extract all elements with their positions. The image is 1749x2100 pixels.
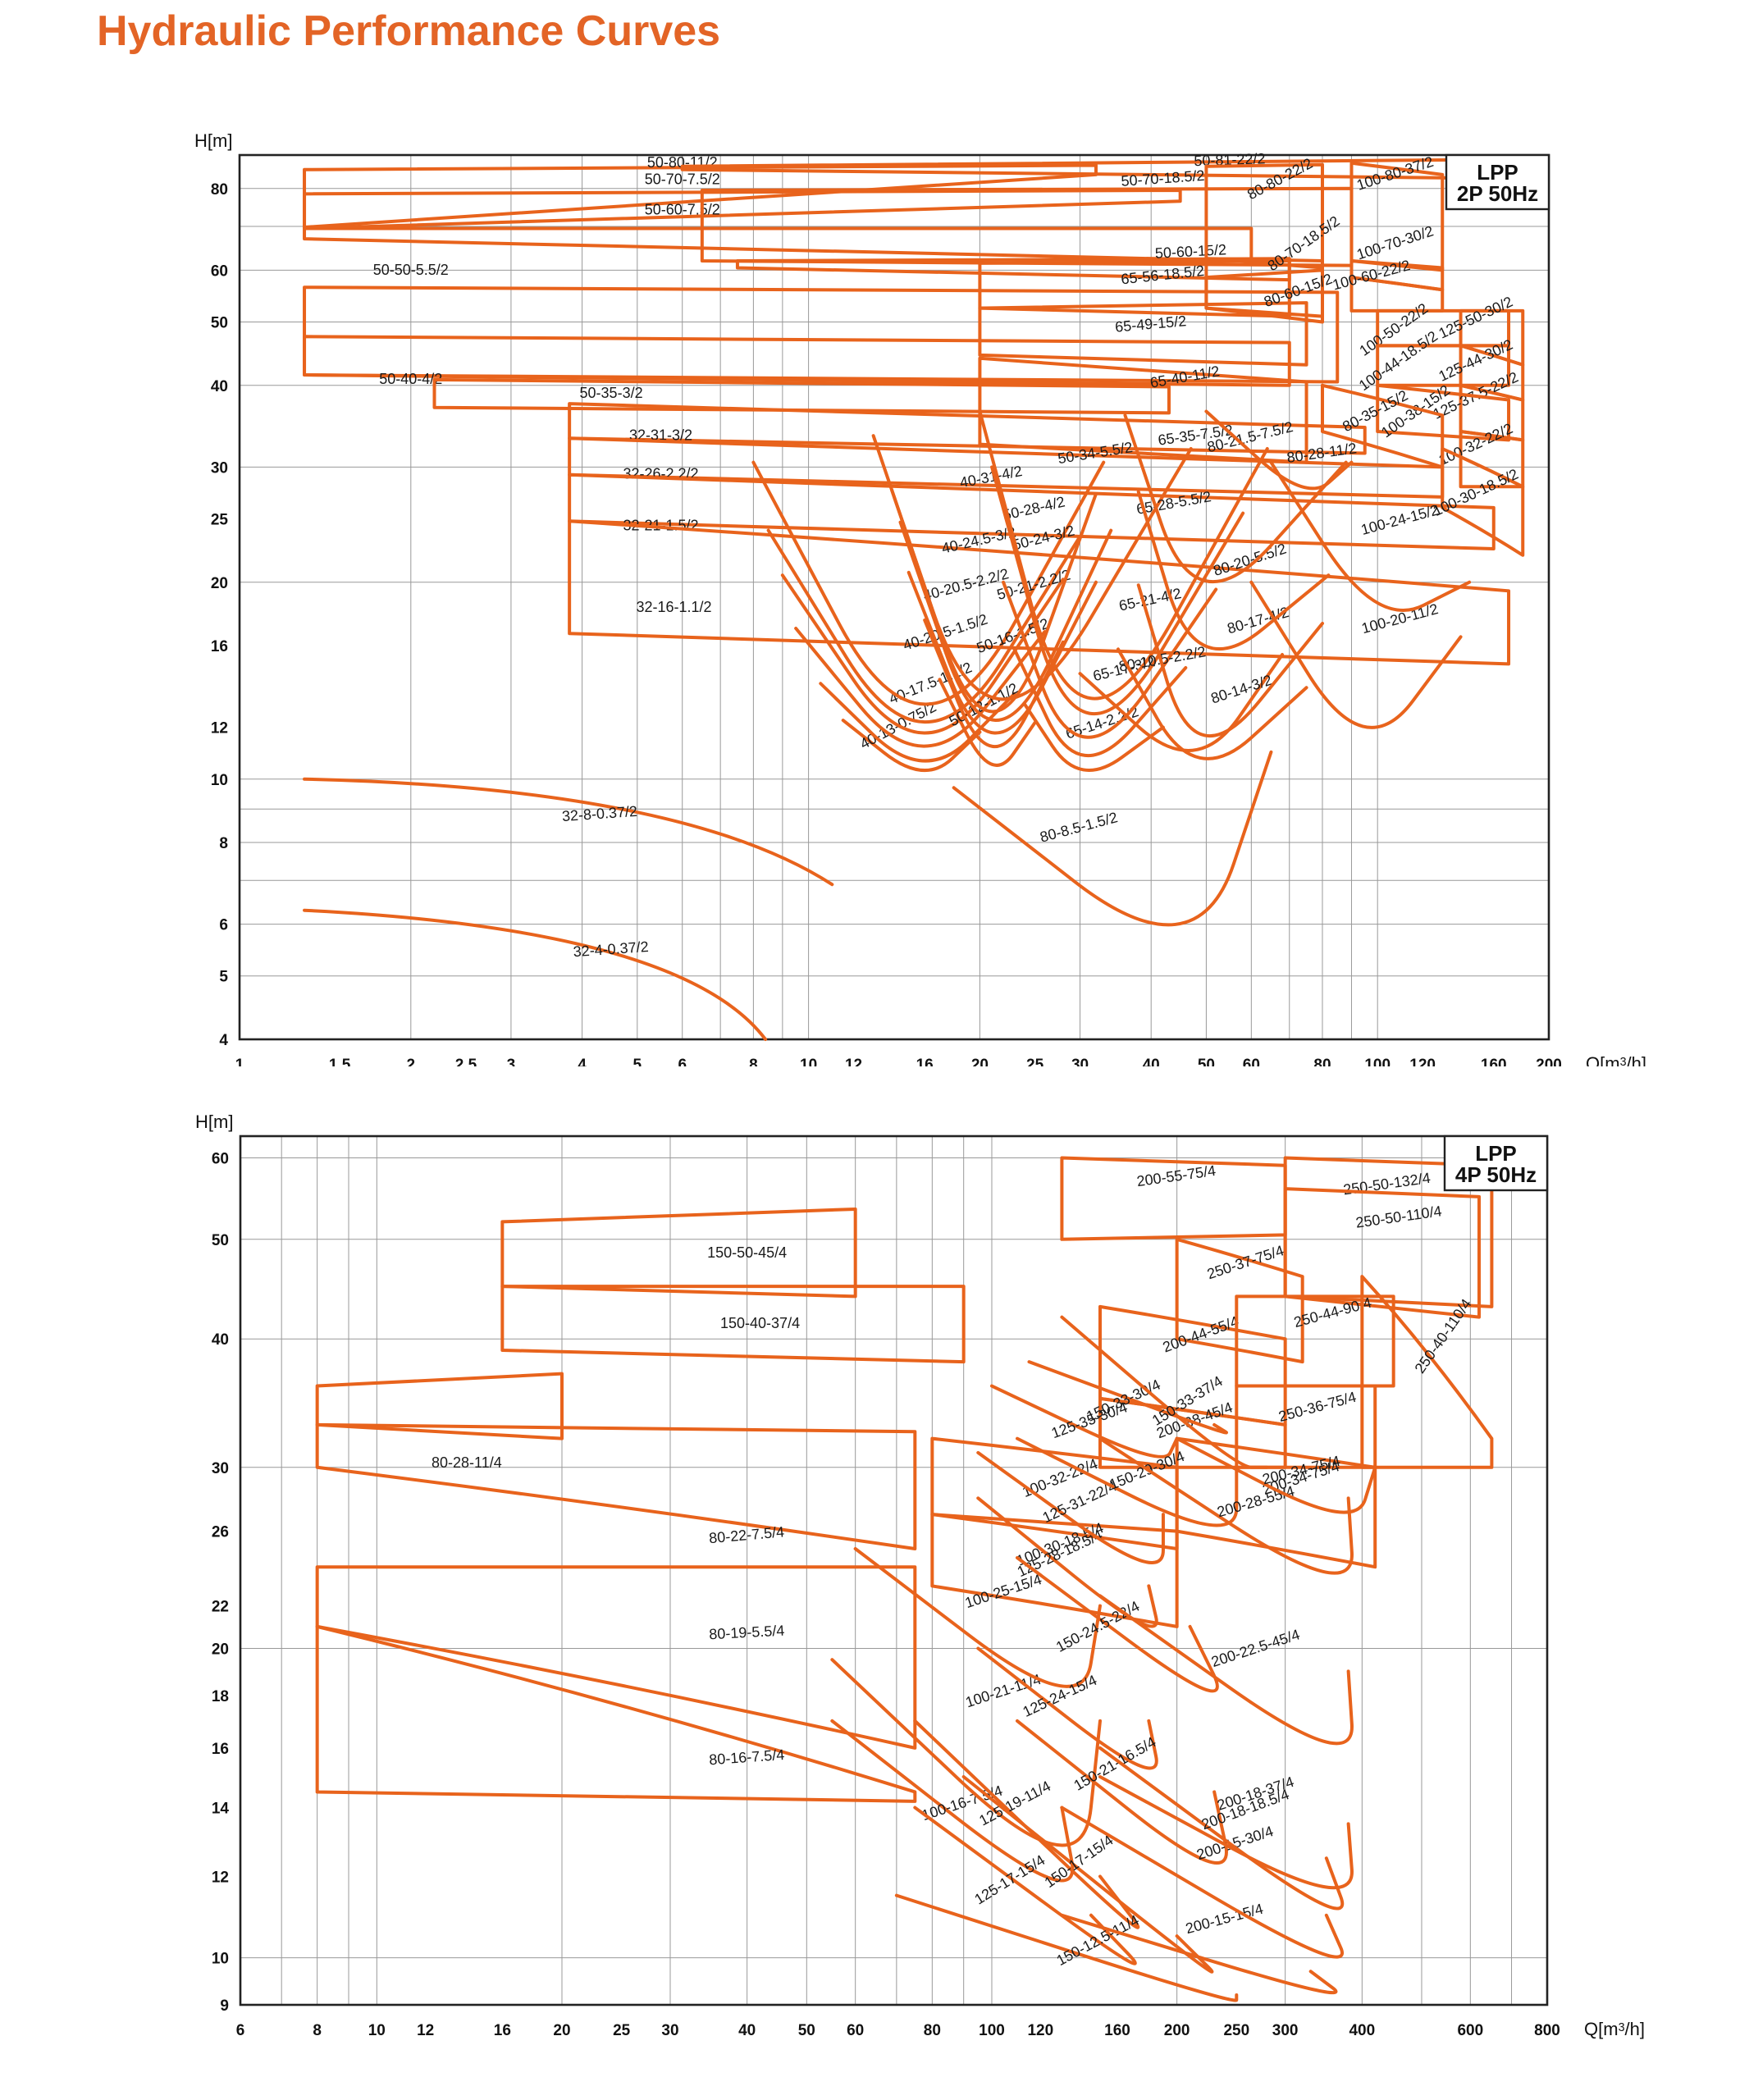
svg-text:6: 6 — [236, 2022, 245, 2039]
svg-text:60: 60 — [847, 2022, 864, 2039]
svg-text:80-16-7.5/4: 80-16-7.5/4 — [709, 1746, 785, 1768]
svg-text:4P 50Hz: 4P 50Hz — [1455, 1162, 1537, 1187]
svg-text:20: 20 — [553, 2022, 570, 2039]
svg-text:200-55-75/4: 200-55-75/4 — [1135, 1162, 1217, 1189]
svg-text:250-37-75/4: 250-37-75/4 — [1205, 1242, 1286, 1282]
svg-text:200-28-55/4: 200-28-55/4 — [1215, 1482, 1296, 1520]
svg-text:H[m]: H[m] — [195, 1112, 233, 1132]
svg-text:10: 10 — [212, 1951, 229, 1968]
svg-text:22: 22 — [212, 1599, 229, 1616]
svg-text:200: 200 — [1164, 2022, 1190, 2039]
svg-text:30: 30 — [212, 1460, 229, 1477]
svg-text:60: 60 — [212, 1151, 229, 1168]
svg-text:10: 10 — [368, 2022, 386, 2039]
svg-text:250-40-110/4: 250-40-110/4 — [1412, 1296, 1475, 1376]
svg-text:16: 16 — [494, 2022, 511, 2039]
svg-text:50: 50 — [798, 2022, 815, 2039]
svg-text:16: 16 — [212, 1741, 229, 1758]
svg-text:80: 80 — [924, 2022, 941, 2039]
svg-text:80-22-7.5/4: 80-22-7.5/4 — [708, 1523, 784, 1546]
svg-text:150-40-37/4: 150-40-37/4 — [720, 1315, 800, 1331]
svg-text:9: 9 — [220, 1997, 229, 2015]
svg-text:12: 12 — [417, 2022, 434, 2039]
svg-text:400: 400 — [1349, 2022, 1375, 2039]
svg-text:40: 40 — [212, 1331, 229, 1349]
svg-text:800: 800 — [1534, 2022, 1560, 2039]
svg-text:14: 14 — [212, 1801, 230, 1818]
svg-text:600: 600 — [1457, 2022, 1483, 2039]
svg-text:8: 8 — [313, 2022, 322, 2039]
svg-text:50: 50 — [212, 1232, 229, 1249]
svg-text:26: 26 — [212, 1524, 229, 1541]
svg-text:125-17-15/4: 125-17-15/4 — [971, 1851, 1048, 1907]
svg-text:25: 25 — [613, 2022, 631, 2039]
svg-text:18: 18 — [212, 1688, 229, 1705]
svg-text:12: 12 — [212, 1869, 229, 1886]
svg-text:100: 100 — [979, 2022, 1005, 2039]
svg-text:300: 300 — [1272, 2022, 1299, 2039]
svg-text:120: 120 — [1027, 2022, 1053, 2039]
svg-text:Q[m3/h]: Q[m3/h] — [1584, 2019, 1645, 2039]
svg-text:250-36-75/4: 250-36-75/4 — [1276, 1389, 1358, 1425]
svg-text:250-50-110/4: 250-50-110/4 — [1354, 1203, 1443, 1231]
svg-text:20: 20 — [212, 1641, 229, 1658]
svg-text:30: 30 — [661, 2022, 678, 2039]
svg-text:80-19-5.5/4: 80-19-5.5/4 — [709, 1623, 785, 1643]
svg-text:80-28-11/4: 80-28-11/4 — [432, 1454, 502, 1471]
svg-text:100-25-15/4: 100-25-15/4 — [963, 1571, 1044, 1611]
svg-text:150-50-45/4: 150-50-45/4 — [707, 1244, 787, 1261]
svg-text:40: 40 — [738, 2022, 756, 2039]
svg-text:250: 250 — [1223, 2022, 1249, 2039]
svg-text:160: 160 — [1104, 2022, 1130, 2039]
